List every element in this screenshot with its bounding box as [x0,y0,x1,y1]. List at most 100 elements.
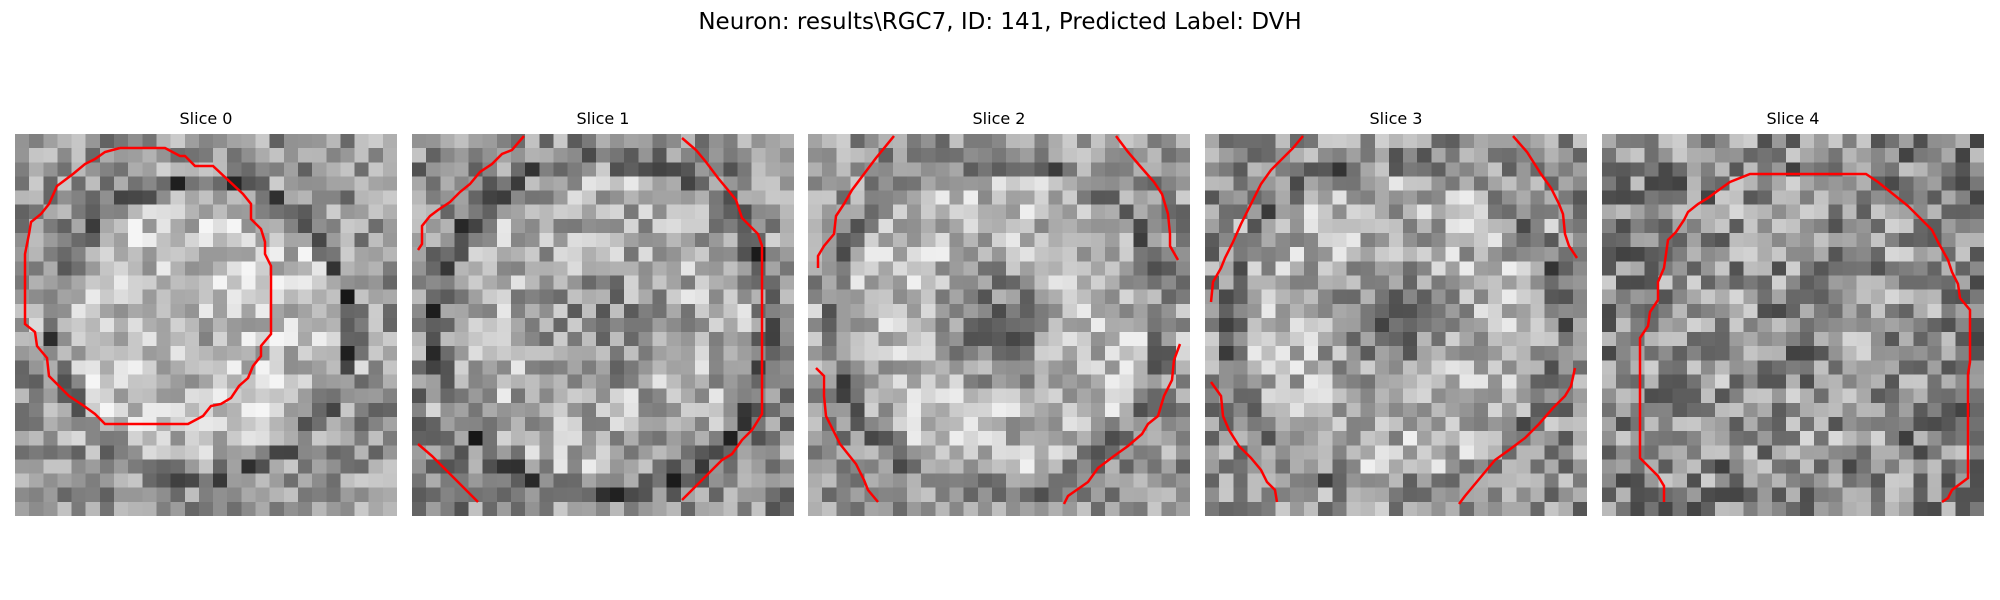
pixel-block [71,303,87,319]
pixel-block [1090,190,1106,206]
pixel-block [1090,247,1106,262]
pixel-block [1006,332,1021,347]
pixel-block [935,289,950,305]
pixel-block [553,204,568,220]
pixel-block [1459,190,1475,206]
pixel-block [1884,360,1900,375]
pixel-block [737,346,752,361]
pixel-block [1247,445,1262,460]
pixel-block [184,303,200,319]
pixel-block [241,148,256,163]
pixel-block [170,402,186,418]
pixel-block [1205,332,1220,347]
pixel-block [1445,204,1460,220]
pixel-block [680,218,696,234]
pixel-block [652,204,667,220]
pixel-block [1644,134,1659,149]
pixel-block [1473,162,1489,177]
pixel-block [1374,148,1390,163]
pixel-block [1899,388,1914,404]
pixel-block [1161,431,1177,446]
pixel-block [382,162,397,177]
pixel-block [213,445,228,460]
pixel-block [340,416,355,432]
pixel-block [43,303,58,319]
pixel-block [1800,261,1815,276]
pixel-block [1275,402,1291,418]
pixel-block [468,459,484,474]
pixel-block [864,134,880,149]
pixel-block [1473,346,1489,361]
pixel-block [1743,233,1758,248]
pixel-block [1927,162,1942,177]
pixel-block [935,134,950,149]
pixel-block [907,134,922,149]
pixel-block [142,218,157,234]
pixel-block [382,261,397,276]
pixel-block [142,247,157,262]
pixel-block [85,487,101,503]
pixel-block [1346,162,1361,177]
pixel-block [1572,289,1587,305]
pixel-block [1360,289,1376,305]
pixel-block [1487,303,1503,319]
pixel-block [935,148,950,163]
pixel-block [638,445,653,460]
pixel-block [1006,346,1021,361]
pixel-block [1445,360,1460,375]
pixel-block [1870,148,1886,163]
pixel-block [1530,289,1545,305]
pixel-block [680,317,696,333]
pixel-block [340,402,355,418]
pixel-block [1233,303,1248,319]
pixel-block [808,233,823,248]
pixel-block [1572,190,1587,206]
pixel-block [213,303,228,319]
pixel-block [1602,332,1617,347]
pixel-block [779,275,794,290]
pixel-block [1020,431,1035,446]
pixel-block [624,402,639,418]
pixel-block [1119,487,1134,503]
pixel-block [1247,218,1262,234]
pixel-block [1147,261,1162,276]
pixel-block [340,317,355,333]
pixel-block [610,360,625,375]
pixel-block [1558,162,1574,177]
pixel-block [723,134,738,149]
pixel-block [1034,402,1049,418]
pixel-block [1842,346,1857,361]
pixel-block [581,204,597,220]
pixel-block [1105,388,1120,404]
pixel-block [1856,190,1872,206]
pixel-block [666,247,682,262]
pixel-block [1884,416,1900,432]
pixel-block [1459,445,1475,460]
pixel-block [977,162,993,177]
pixel-block [1289,303,1305,319]
pixel-block [1261,261,1277,276]
pixel-block [525,134,540,149]
pixel-block [1431,148,1446,163]
pixel-block [680,233,696,248]
pixel-block [921,501,936,516]
pixel-block [907,473,922,488]
pixel-block [241,289,256,305]
pixel-block [1785,247,1801,262]
pixel-block [850,289,865,305]
pixel-block [1927,190,1942,206]
pixel-block [892,445,908,460]
pixel-block [836,218,851,234]
pixel-block [892,176,908,191]
pixel-block [694,134,710,149]
pixel-block [1431,218,1446,234]
pixel-block [765,289,781,305]
pixel-block [1502,346,1517,361]
pixel-block [595,176,611,191]
pixel-block [864,289,880,305]
pixel-block [808,204,823,220]
pixel-block [1374,473,1390,488]
pixel-block [892,332,908,347]
pixel-block [142,176,157,191]
pixel-block [1644,148,1659,163]
